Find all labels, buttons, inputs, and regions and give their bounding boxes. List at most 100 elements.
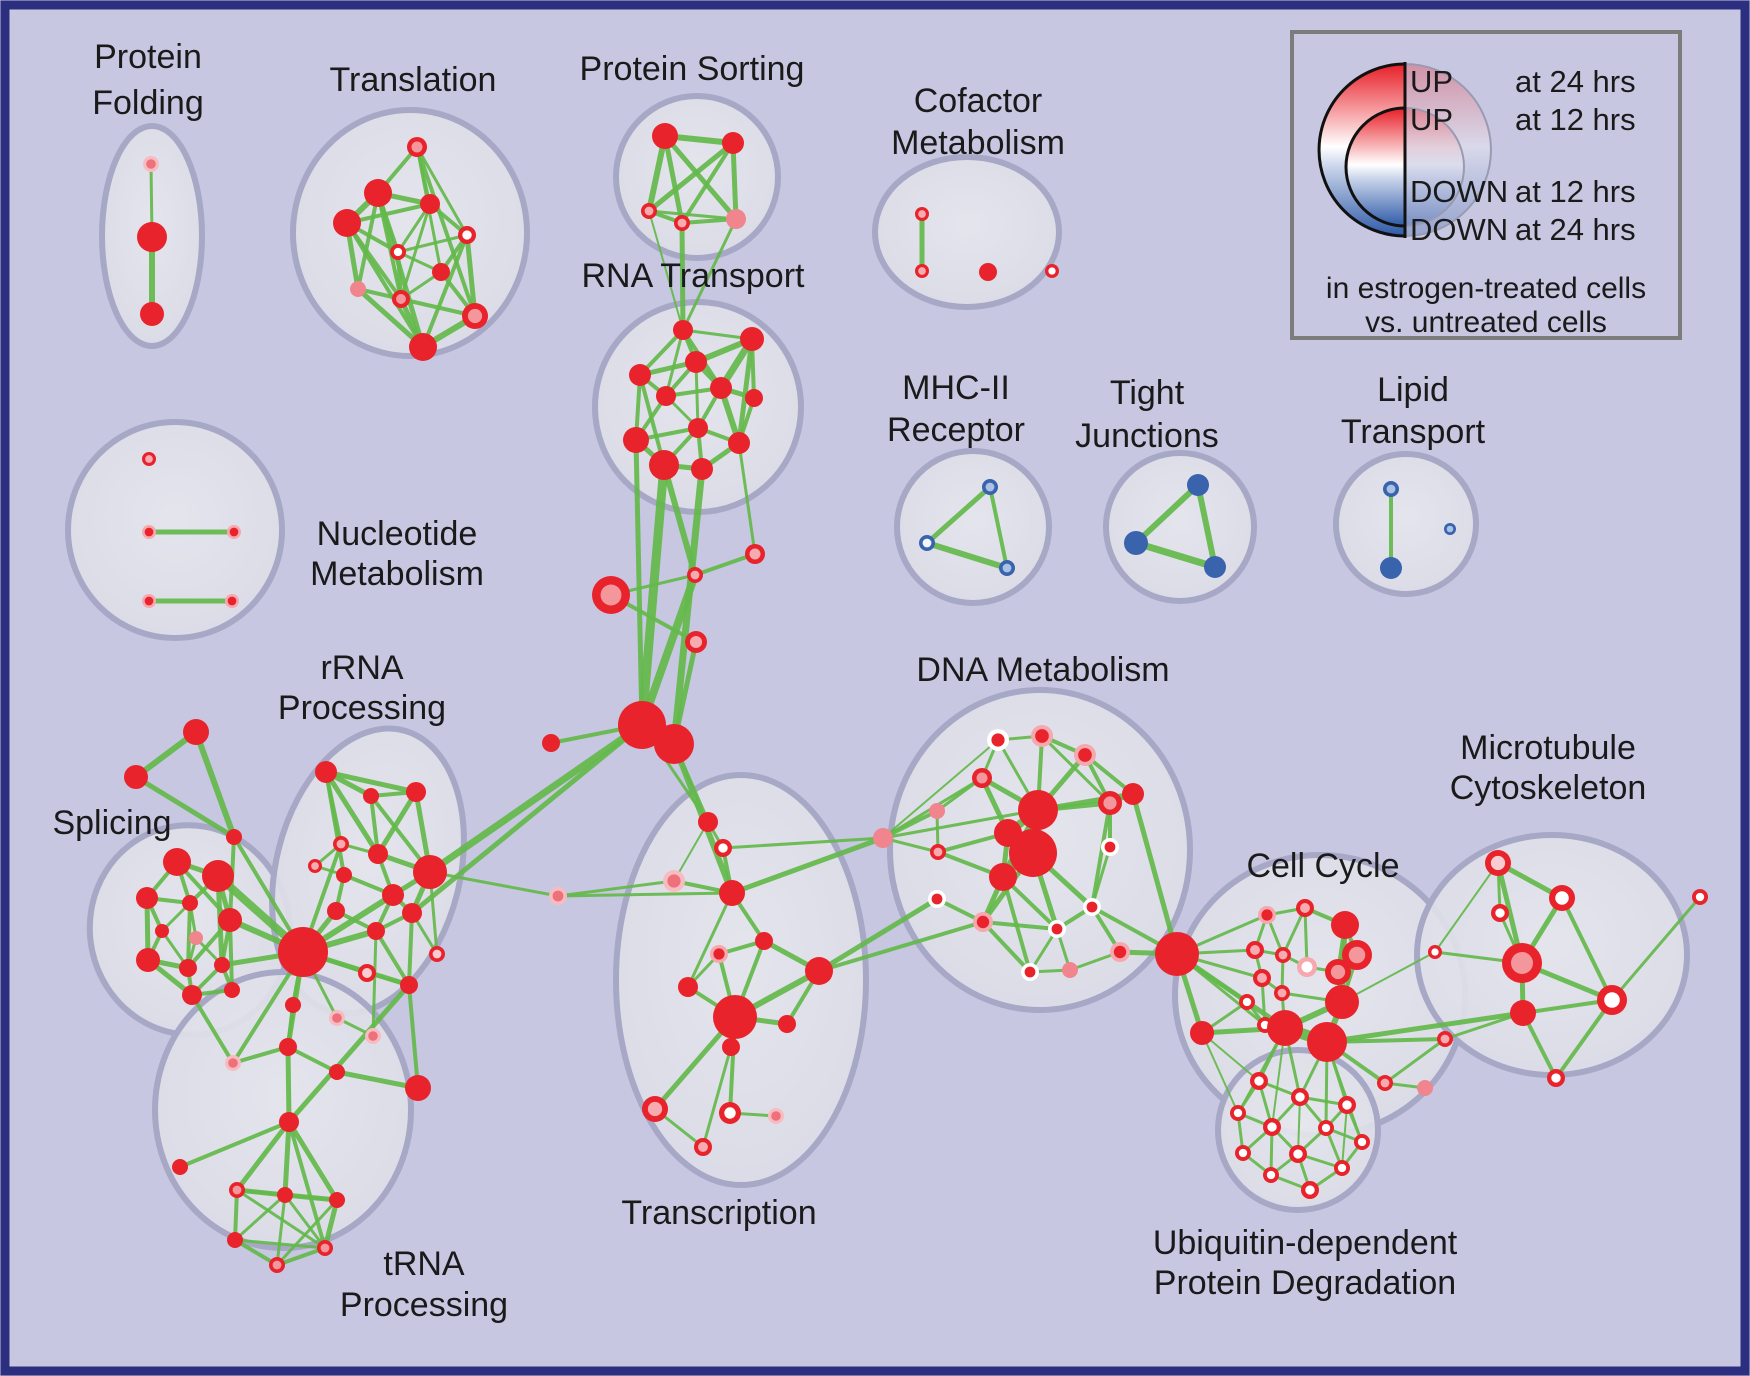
node-rr7: [336, 867, 352, 883]
node-rt6: [710, 377, 732, 399]
cluster-ellipse-cofactor-metabolism: [872, 154, 1062, 310]
node-lt3: [1444, 523, 1456, 535]
node-u10: [1263, 1167, 1279, 1183]
node-t3: [420, 194, 440, 214]
node-rr9: [382, 884, 404, 906]
node-rr14: [429, 946, 445, 962]
node-cf2: [915, 264, 929, 278]
edge-sp1-sp3: [193, 729, 237, 840]
node-rt11: [649, 450, 679, 480]
node-c19: [1437, 1031, 1453, 1047]
legend-ring-inner-left: [1344, 106, 1407, 228]
edge-tn4-tn6: [233, 1238, 279, 1267]
node-rr13: [278, 927, 328, 977]
node-d13: [989, 863, 1017, 891]
cluster-ellipse-mhc2-receptor: [894, 448, 1052, 606]
node-rr15: [358, 964, 376, 982]
edge-tc1-s11: [190, 993, 235, 1065]
node-d16: [1083, 898, 1101, 916]
edge-u2-u9: [1297, 1096, 1301, 1155]
node-d2: [1031, 725, 1053, 747]
node-d18: [1110, 942, 1130, 962]
edge-m1-m5: [1434, 862, 1499, 953]
node-rr4: [333, 836, 349, 852]
edge-t3-t4: [345, 202, 432, 225]
edge-t4-t11: [345, 221, 425, 349]
node-rt9: [623, 427, 649, 453]
edge-x8-d14: [816, 896, 940, 974]
edge-dmc-d1: [882, 739, 999, 839]
cluster-label-microtubule-cytoskeleton: Microtubule Cytoskeleton: [1450, 729, 1647, 807]
node-x10: [713, 995, 757, 1039]
node-m1: [1485, 850, 1511, 876]
cluster-label-ubiquitin-degradation: Ubiquitin-dependent Protein Degradation: [1153, 1224, 1458, 1302]
edge-x2-dmc: [721, 836, 885, 850]
cluster-label-rna-transport: RNA Transport: [582, 257, 806, 295]
node-rr16: [400, 976, 418, 994]
edge-c19-m6: [1443, 1011, 1525, 1041]
cluster-ellipse-lipid-transport: [1333, 451, 1479, 597]
edge-ps2-ps3: [646, 140, 736, 214]
node-m9: [1547, 1069, 1565, 1087]
edge-t5-t11: [421, 233, 469, 349]
edge-rt9-hub1: [633, 437, 645, 728]
node-x15: [768, 1108, 784, 1124]
cluster-label-transcription: Transcription: [621, 1194, 816, 1232]
node-x16: [694, 1138, 712, 1156]
node-ps4: [674, 215, 690, 231]
edge-mh1-mh2: [924, 484, 993, 546]
node-pf2: [137, 222, 167, 252]
node-d3: [1074, 744, 1096, 766]
edge-x4-x9: [686, 891, 734, 989]
edge-ps3-ps5: [647, 209, 738, 221]
edge-rr12-rr16: [374, 929, 411, 987]
node-c4: [1342, 940, 1372, 970]
node-d15: [973, 912, 993, 932]
edge-tc1-tc2: [231, 1045, 290, 1065]
node-tn5: [317, 1240, 333, 1256]
legend-row-time-1: at 12 hrs: [1515, 102, 1636, 137]
node-s10: [214, 957, 230, 973]
node-t10: [462, 303, 488, 329]
node-c15: [1307, 1022, 1347, 1062]
node-tj1: [1187, 474, 1209, 496]
node-d6: [1018, 790, 1058, 830]
edge-t5-t6: [396, 233, 469, 254]
node-rt10: [728, 432, 750, 454]
edge-rt3-rt8: [694, 360, 700, 430]
edge-t2-t8: [356, 191, 380, 291]
node-t7: [432, 263, 450, 281]
node-x11: [778, 1015, 796, 1033]
node-tn6: [269, 1257, 285, 1273]
edge-rr1-rr7: [324, 770, 346, 877]
node-c12: [1325, 985, 1359, 1019]
edge-t8-t11: [355, 286, 426, 350]
edge-x12-x16: [701, 1045, 733, 1149]
edge-x5-x3: [556, 879, 676, 898]
edge-hub1-rr11: [409, 722, 645, 916]
edge-tc2-tc3: [286, 1045, 339, 1074]
node-rt14: [687, 567, 703, 583]
node-c7: [1297, 957, 1317, 977]
node-mh3: [999, 560, 1015, 576]
node-c16: [1190, 1021, 1214, 1045]
node-s1: [163, 848, 191, 876]
node-c14: [1267, 1010, 1303, 1046]
node-tn2: [277, 1187, 293, 1203]
node-d14: [928, 890, 946, 908]
edge-tj2-tj3: [1132, 539, 1219, 571]
node-nm4: [142, 594, 156, 608]
node-u3: [1338, 1096, 1356, 1114]
node-tc1: [225, 1055, 241, 1071]
node-u2: [1291, 1088, 1309, 1106]
edge-c16-u1: [1201, 1032, 1260, 1082]
cluster-label-protein-folding: Protein Folding: [92, 38, 204, 122]
edge-c15-m6: [1324, 1010, 1526, 1045]
node-t5: [458, 226, 476, 244]
node-c11: [1239, 994, 1255, 1010]
node-tj2: [1124, 531, 1148, 555]
node-d7: [1009, 829, 1057, 877]
edge-mh1-mh3: [988, 485, 1009, 570]
node-rt12: [691, 458, 713, 480]
